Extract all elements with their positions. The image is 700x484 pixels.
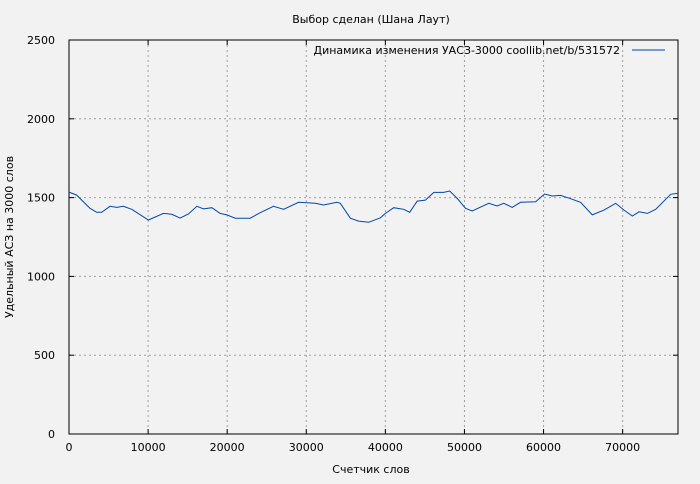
axis-ticks: 0 10000 20000 30000 40000 50000 60000 70000 0 500… [27,34,678,454]
chart-title: Выбор сделан (Шана Лаут) [292,13,450,26]
y-tick-label: 0 [48,428,55,441]
grid [69,40,678,434]
y-tick-label: 1500 [27,192,55,205]
x-tick-label: 0 [66,441,73,454]
y-axis-label: Удельный АСЗ на 3000 слов [3,156,16,318]
y-tick-label: 2000 [27,113,55,126]
legend-label: Динамика изменения УАСЗ-3000 coollib.net… [314,44,621,57]
x-tick-label: 40000 [368,441,403,454]
y-tick-label: 1000 [27,270,55,283]
x-tick-label: 30000 [289,441,324,454]
x-tick-label: 20000 [210,441,245,454]
x-tick-label: 50000 [447,441,482,454]
y-tick-label: 500 [34,349,55,362]
series-line [68,190,679,223]
x-tick-label: 60000 [526,441,561,454]
x-tick-label: 70000 [605,441,640,454]
y-tick-label: 2500 [27,34,55,47]
x-tick-label: 10000 [131,441,166,454]
plot-frame [68,39,679,435]
x-axis-label: Счетчик слов [332,463,409,476]
